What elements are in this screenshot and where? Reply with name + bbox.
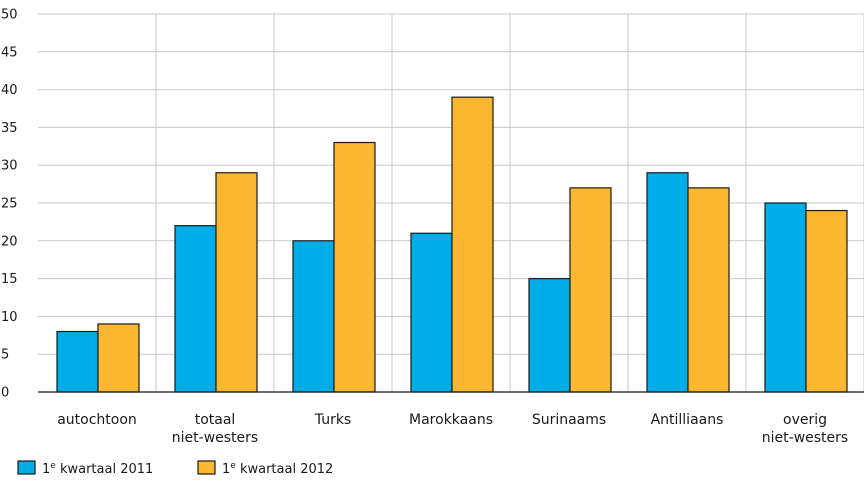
legend-item-2: 1e kwartaal 2012 bbox=[197, 460, 333, 477]
legend-label: 1e kwartaal 2012 bbox=[222, 461, 333, 477]
legend-label: 1e kwartaal 2011 bbox=[42, 461, 153, 477]
bar-series-2-cat-4 bbox=[451, 96, 494, 393]
x-tick-label: overig niet-westers bbox=[762, 412, 848, 446]
bar-series-1-cat-1 bbox=[56, 330, 99, 393]
y-tick-label: 50 bbox=[1, 8, 18, 23]
y-tick-label: 45 bbox=[1, 45, 18, 60]
y-tick-label: 10 bbox=[1, 310, 18, 325]
x-tick-label: Marokkaans bbox=[409, 412, 493, 428]
bar-series-1-cat-5 bbox=[528, 278, 571, 393]
bar-series-1-cat-3 bbox=[292, 240, 335, 393]
bar-series-2-cat-3 bbox=[333, 141, 376, 393]
y-axis-ticks: 0 5 10 15 20 25 30 35 40 45 50 bbox=[1, 8, 18, 401]
bar-series-2-cat-2 bbox=[215, 172, 258, 393]
legend: 1e kwartaal 2011 1e kwartaal 2012 bbox=[17, 460, 333, 477]
bar-series-2-cat-7 bbox=[805, 209, 848, 393]
x-axis-labels: autochtoon totaal niet-westers Turks Marokka… bbox=[57, 412, 848, 446]
legend-swatch bbox=[17, 460, 36, 475]
bar-series-1-cat-6 bbox=[646, 172, 689, 393]
y-tick-label: 20 bbox=[1, 234, 18, 249]
x-tick-label: autochtoon bbox=[57, 412, 137, 428]
bar-series-2-cat-6 bbox=[687, 187, 730, 393]
legend-swatch bbox=[197, 460, 216, 475]
bars bbox=[56, 96, 848, 393]
bar-series-2-cat-5 bbox=[569, 187, 612, 393]
y-tick-label: 5 bbox=[1, 348, 9, 363]
legend-item-1: 1e kwartaal 2011 bbox=[17, 460, 153, 477]
x-tick-label: Antilliaans bbox=[651, 412, 724, 428]
bar-series-1-cat-2 bbox=[174, 225, 217, 393]
y-tick-label: 30 bbox=[1, 159, 18, 174]
y-tick-label: 35 bbox=[1, 121, 18, 136]
y-tick-label: 40 bbox=[1, 83, 18, 98]
bar-series-2-cat-1 bbox=[97, 323, 140, 393]
x-tick-label: Surinaams bbox=[532, 412, 606, 428]
bar-series-1-cat-7 bbox=[764, 202, 807, 393]
x-tick-label: totaal niet-westers bbox=[172, 412, 258, 446]
y-tick-label: 0 bbox=[1, 386, 9, 401]
x-tick-label: Turks bbox=[314, 412, 351, 428]
y-tick-label: 15 bbox=[1, 272, 18, 287]
y-tick-label: 25 bbox=[1, 197, 18, 212]
bar-series-1-cat-4 bbox=[410, 232, 453, 393]
